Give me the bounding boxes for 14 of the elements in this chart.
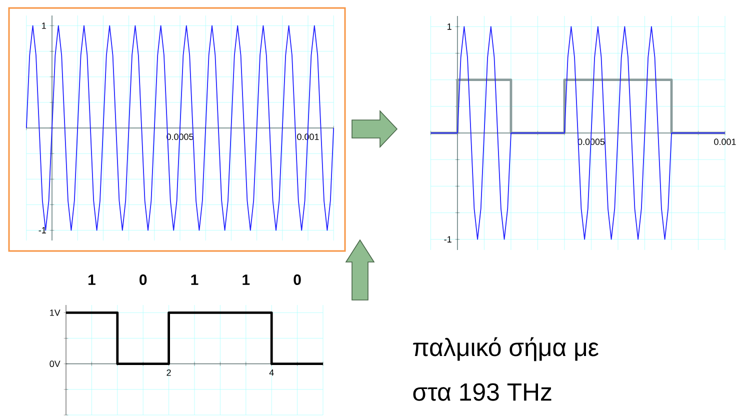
x-tick-label: 0.001 — [714, 138, 736, 145]
text: 1 — [191, 274, 198, 285]
text: παλμικό σήμα με — [413, 337, 599, 362]
text: 0 — [140, 274, 147, 285]
y-tick-label: 1V — [50, 310, 60, 316]
y-tick-label: -1 — [38, 227, 46, 234]
x-tick-label: 2 — [166, 369, 171, 376]
text: 1 — [88, 274, 96, 285]
text: 1 — [242, 274, 250, 285]
y-tick-label: 0V — [50, 360, 60, 368]
text: 0 — [294, 274, 301, 285]
y-tick-label: -1 — [444, 236, 452, 242]
x-tick-label: 4 — [269, 369, 274, 376]
text: στα 193 THz — [413, 383, 552, 401]
